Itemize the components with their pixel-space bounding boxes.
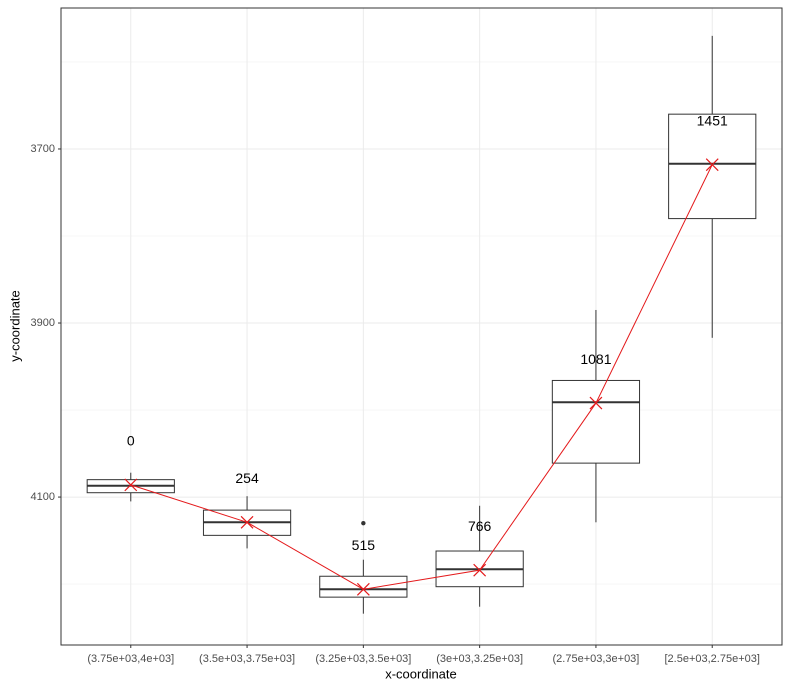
box-label: 766: [468, 518, 492, 534]
box-label: 1451: [697, 112, 728, 128]
mean-marker: [124, 478, 138, 492]
mean-marker: [240, 515, 254, 529]
box-label: 1081: [580, 351, 611, 367]
mean-marker: [356, 582, 370, 596]
x-tick-label: (3.75e+03,4e+03]: [87, 653, 174, 665]
x-tick-label: (2.75e+03,3e+03]: [553, 653, 640, 665]
box: [319, 575, 408, 598]
mean-line: [130, 164, 713, 590]
marks: [86, 35, 757, 614]
x-tick-label: [2.5e+03,2.75e+03]: [665, 653, 760, 665]
mean-marker: [705, 158, 719, 172]
mean-marker: [473, 563, 487, 577]
x-tick-label: (3e+03,3.25e+03]: [436, 653, 523, 665]
x-tick-label: (3.25e+03,3.5e+03]: [315, 653, 411, 665]
x-axis-title: x-coordinate: [385, 666, 457, 681]
box-label: 254: [235, 470, 259, 486]
box-label: 0: [127, 433, 135, 449]
y-axis-title: y-coordinate: [7, 290, 22, 362]
x-tick-label: (3.5e+03,3.75e+03]: [199, 653, 295, 665]
box: [668, 113, 757, 220]
box: [551, 379, 641, 464]
box-label: 515: [352, 537, 376, 553]
outlier: [361, 520, 366, 526]
y-tick-label: 3700: [31, 143, 55, 155]
panel-border: [60, 7, 783, 646]
y-tick-label: 3900: [31, 317, 55, 329]
y-tick-label: 4100: [31, 491, 55, 503]
mean-marker: [589, 396, 603, 410]
panel: [61, 8, 782, 645]
